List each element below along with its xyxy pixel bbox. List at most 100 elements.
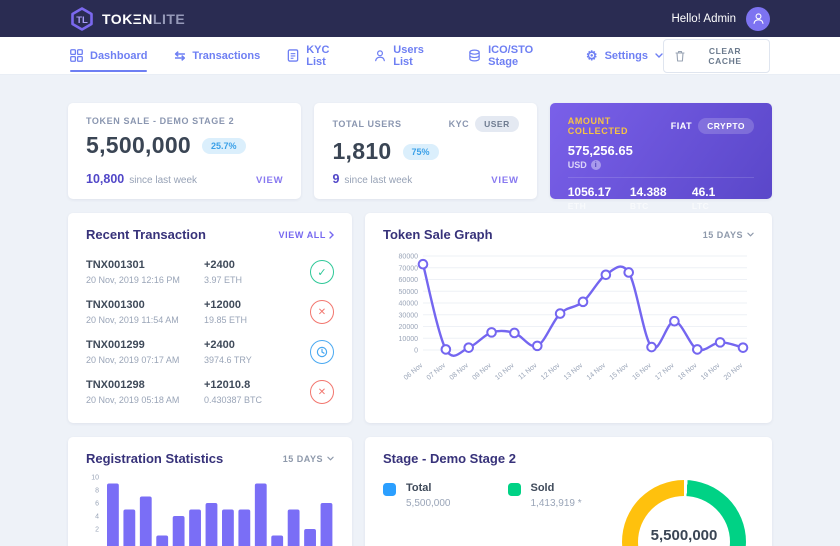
brand-text-primary: TOKΞN [102,10,153,27]
clear-cache-label: CLEAR CACHE [708,45,742,66]
period-label: 15 DAYS [702,229,743,240]
panel-title: Registration Statistics [86,451,224,466]
cross-icon: ✕ [317,306,327,318]
legend-label: Sold [530,482,555,494]
person-icon [753,13,763,24]
transaction-row[interactable]: TNX001299 20 Nov, 2019 07:17 AM +2400 39… [86,332,334,372]
total-users-stat-card: TOTAL USERS KYC USER 1,810 75% 9 since l… [314,103,537,199]
brand-text-secondary: LITE [152,10,186,27]
legend-item-total: Total 5,500,000 [383,482,488,532]
topbar: TL TOKΞNLITE Hello! Admin [0,0,840,37]
amount-collected-value: 575,256.65 [567,143,633,158]
period-dropdown[interactable]: 15 DAYS [703,230,754,240]
nav-label: Transactions [192,49,261,62]
svg-text:6: 6 [95,501,99,508]
trash-icon [675,50,685,62]
toggle-option-user[interactable]: USER [475,116,519,132]
svg-text:50000: 50000 [399,289,419,296]
fiat-crypto-toggle: FIAT CRYPTO [670,118,755,134]
svg-text:15 Nov: 15 Nov [609,362,631,382]
transaction-converted: 3.97 ETH [204,275,243,285]
percent-badge: 25.7% [202,137,246,154]
transaction-date: 20 Nov, 2019 07:17 AM [86,355,180,365]
transaction-amount: +2400 [204,339,235,351]
main-navbar: Dashboard ⇆ Transactions KYC List Users … [0,37,840,75]
nav-item-dashboard[interactable]: Dashboard [70,37,148,74]
clear-cache-button[interactable]: CLEAR CACHE [662,38,770,73]
recent-transactions-card: Recent Transaction VIEW ALL TNX001301 20… [68,213,352,423]
view-link[interactable]: VIEW [255,175,284,186]
status-failed-icon[interactable]: ✕ [310,300,334,324]
user-avatar[interactable] [746,6,770,31]
nav-label: Users List [393,43,424,68]
document-list-icon [287,49,299,62]
delta-caption: since last week [344,175,413,186]
token-sale-stat-card: TOKEN SALE - DEMO STAGE 2 5,500,000 25.7… [68,103,302,199]
nav-item-transactions[interactable]: ⇆ Transactions [174,37,260,74]
status-failed-icon[interactable]: ✕ [310,380,334,404]
registration-bar-chart: 2 4 6 8 10 [86,472,334,546]
transaction-converted: 3974.6 TRY [204,355,252,365]
svg-text:40000: 40000 [399,301,419,308]
token-sale-line-chart: 0 10000 20000 30000 40000 50000 60000 70000 8000… [383,248,754,419]
stage-card: Stage - Demo Stage 2 Total 5,500,000 Sol… [365,437,772,546]
coin-btc: 14.388 BTC [630,185,692,211]
chevron-down-icon [655,53,663,58]
svg-text:14 Nov: 14 Nov [586,362,608,382]
svg-text:19 Nov: 19 Nov [700,362,722,382]
delta-caption: since last week [129,175,198,186]
period-dropdown[interactable]: 15 DAYS [283,454,334,464]
toggle-option-kyc[interactable]: KYC [448,119,470,129]
info-icon[interactable]: i [590,160,601,170]
chevron-down-icon [747,232,754,237]
tokenlite-logo-icon: TL [70,6,94,31]
toggle-option-crypto[interactable]: CRYPTO [698,118,755,134]
svg-text:18 Nov: 18 Nov [677,362,699,382]
greeting-text: Hello! Admin [671,12,736,25]
legend-swatch [383,483,396,496]
nav-item-settings[interactable]: ⚙ Settings [586,37,663,74]
percent-badge: 75% [402,143,439,160]
status-success-icon[interactable]: ✓ [310,260,334,284]
stat-title: AMOUNT COLLECTED [567,116,629,136]
transaction-amount: +2400 [204,259,235,271]
coin-value: 1056.17 [567,185,612,199]
coins-stack-icon [468,49,481,62]
transaction-row[interactable]: TNX001300 20 Nov, 2019 11:54 AM +12000 1… [86,292,334,332]
dashboard-content: TOKEN SALE - DEMO STAGE 2 5,500,000 25.7… [0,75,840,546]
amount-collected-card: AMOUNT COLLECTED FIAT CRYPTO 575,256.65 … [549,103,773,211]
svg-text:07 Nov: 07 Nov [426,362,448,382]
legend-label: Total [406,482,432,494]
delta-value: 9 [332,172,340,186]
transaction-row[interactable]: TNX001301 20 Nov, 2019 12:16 PM +2400 3.… [86,252,334,292]
panel-title: Recent Transaction [86,227,206,242]
svg-text:20000: 20000 [399,324,419,331]
view-all-link[interactable]: VIEW ALL [279,230,334,240]
gear-icon: ⚙ [585,48,598,63]
stage-donut-chart: 5,500,000 TLE [622,480,746,546]
total-users-value: 1,810 [332,138,392,164]
transaction-converted: 0.430387 BTC [204,395,263,405]
transaction-amount: +12000 [204,299,242,311]
transaction-date: 20 Nov, 2019 05:18 AM [86,395,180,405]
transaction-row[interactable]: TNX001298 20 Nov, 2019 05:18 AM +12010.8… [86,372,334,412]
check-icon: ✓ [317,266,327,279]
toggle-option-fiat[interactable]: FIAT [670,121,693,131]
token-sale-graph-card: Token Sale Graph 15 DAYS 0 10000 20000 3000… [365,213,772,423]
nav-item-users-list[interactable]: Users List [374,37,441,74]
view-link[interactable]: VIEW [491,175,519,186]
stat-title: TOKEN SALE - DEMO STAGE 2 [86,116,235,126]
swap-arrows-icon: ⇆ [174,48,186,63]
nav-item-kyc-list[interactable]: KYC List [287,37,347,74]
transaction-converted: 19.85 ETH [204,315,248,325]
dashboard-grid-icon [70,49,83,62]
coin-eth: 1056.17 ETH [568,185,630,211]
svg-text:20 Nov: 20 Nov [723,362,745,382]
stat-title: TOTAL USERS [332,119,402,129]
brand-logo[interactable]: TL TOKΞNLITE [70,6,186,31]
legend-swatch [507,483,521,496]
status-pending-icon[interactable] [310,340,334,364]
transaction-id: TNX001298 [86,379,145,391]
nav-item-ico-sto-stage[interactable]: ICO/STO Stage [468,37,559,74]
period-label: 15 DAYS [282,453,323,464]
